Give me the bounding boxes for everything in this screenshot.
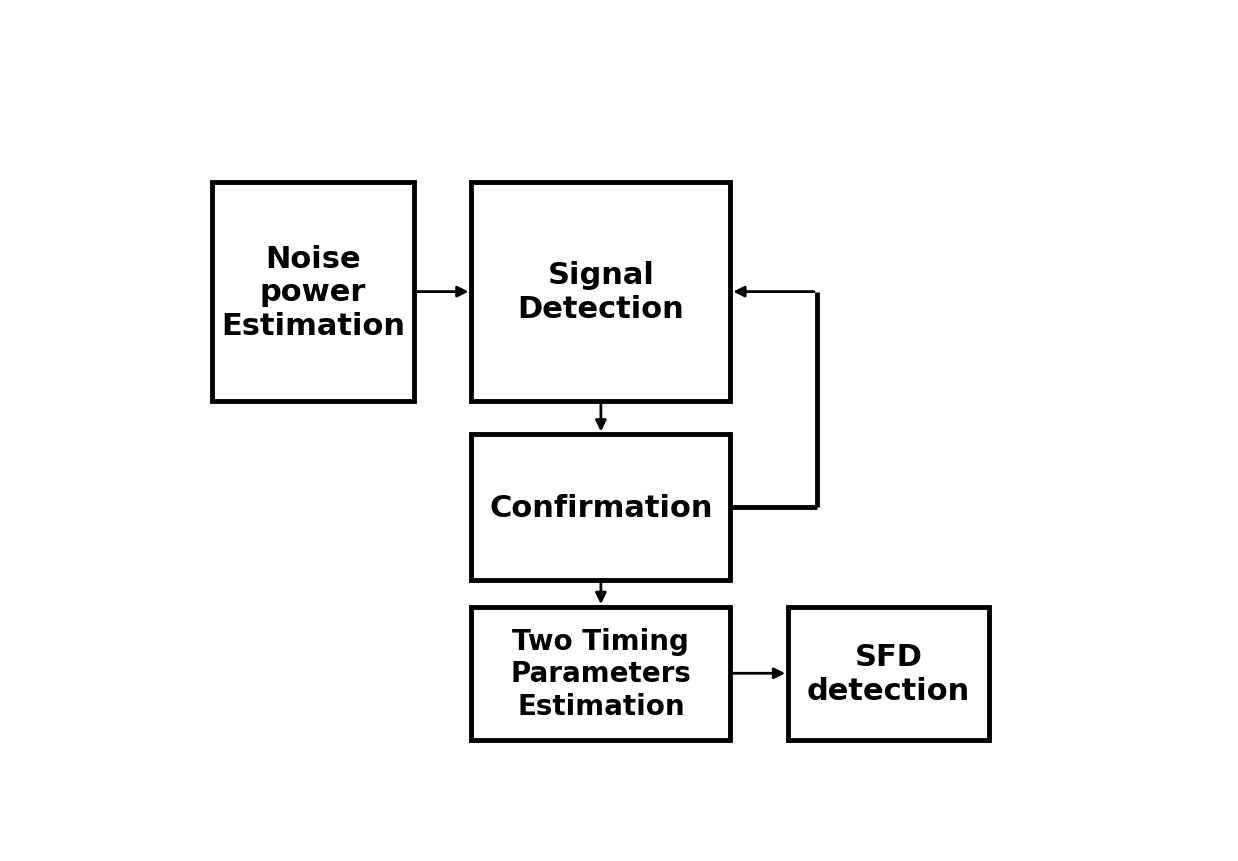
- Text: Signal
Detection: Signal Detection: [517, 261, 685, 324]
- Text: Two Timing
Parameters
Estimation: Two Timing Parameters Estimation: [510, 627, 691, 720]
- Bar: [472, 183, 730, 401]
- Bar: [789, 607, 989, 740]
- Bar: [213, 183, 413, 401]
- Text: Confirmation: Confirmation: [489, 493, 713, 523]
- Text: Noise
power
Estimation: Noise power Estimation: [222, 245, 405, 340]
- Bar: [472, 607, 730, 740]
- Bar: [472, 435, 730, 580]
- Text: SFD
detection: SFD detection: [807, 642, 971, 705]
